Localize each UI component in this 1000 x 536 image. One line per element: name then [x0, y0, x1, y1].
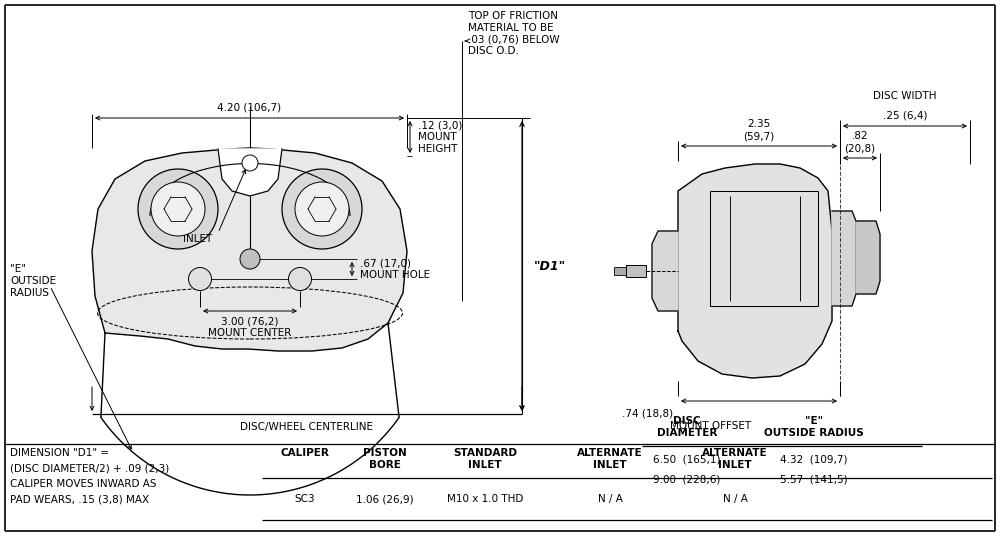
Text: "E"
OUTSIDE
RADIUS: "E" OUTSIDE RADIUS — [10, 264, 56, 297]
Text: ALTERNATE
INLET: ALTERNATE INLET — [577, 448, 643, 470]
Polygon shape — [218, 149, 282, 196]
Circle shape — [151, 182, 205, 236]
Text: INLET: INLET — [183, 234, 212, 244]
Bar — [614, 267, 626, 275]
Text: CALIPER MOVES INWARD AS: CALIPER MOVES INWARD AS — [10, 479, 156, 489]
Text: "D1": "D1" — [534, 259, 566, 272]
Text: ALTERNATE
INLET: ALTERNATE INLET — [702, 448, 768, 470]
Circle shape — [282, 169, 362, 249]
Text: DIMENSION "D1" =: DIMENSION "D1" = — [10, 448, 109, 458]
Polygon shape — [832, 211, 856, 306]
Text: DISC
DIAMETER: DISC DIAMETER — [657, 416, 717, 437]
Text: 4.20 (106,7): 4.20 (106,7) — [217, 102, 282, 112]
Text: 1.06 (26,9): 1.06 (26,9) — [356, 494, 414, 504]
Text: 3.00 (76,2): 3.00 (76,2) — [221, 317, 279, 327]
Text: .74 (18,8): .74 (18,8) — [622, 408, 673, 418]
Text: .12 (3,0)
MOUNT
HEIGHT: .12 (3,0) MOUNT HEIGHT — [418, 121, 462, 154]
Text: M10 x 1.0 THD: M10 x 1.0 THD — [447, 494, 523, 504]
Bar — [626, 265, 646, 277]
Polygon shape — [678, 164, 832, 378]
Text: .82
(20,8): .82 (20,8) — [844, 131, 876, 153]
Text: 6.50  (165,1): 6.50 (165,1) — [653, 454, 721, 464]
Text: .67 (17,0)
MOUNT HOLE: .67 (17,0) MOUNT HOLE — [360, 258, 430, 280]
Text: SC3: SC3 — [295, 494, 315, 504]
Text: MOUNT OFFSET: MOUNT OFFSET — [670, 421, 751, 431]
Circle shape — [188, 267, 212, 291]
Circle shape — [242, 155, 258, 171]
Polygon shape — [92, 148, 407, 351]
Text: CALIPER: CALIPER — [281, 448, 329, 458]
Text: .25 (6,4): .25 (6,4) — [883, 110, 927, 120]
Polygon shape — [856, 221, 880, 294]
Text: DISC/WHEEL CENTERLINE: DISC/WHEEL CENTERLINE — [240, 422, 374, 432]
Text: (DISC DIAMETER/2) + .09 (2,3): (DISC DIAMETER/2) + .09 (2,3) — [10, 464, 169, 473]
Text: STANDARD
INLET: STANDARD INLET — [453, 448, 517, 470]
Text: 2.35
(59,7): 2.35 (59,7) — [743, 120, 775, 141]
Text: DISC WIDTH: DISC WIDTH — [873, 91, 937, 101]
Text: N / A: N / A — [598, 494, 622, 504]
Text: TOP OF FRICTION
MATERIAL TO BE
.03 (0,76) BELOW
DISC O.D.: TOP OF FRICTION MATERIAL TO BE .03 (0,76… — [468, 11, 560, 56]
Text: MOUNT CENTER: MOUNT CENTER — [208, 328, 292, 338]
Text: PAD WEARS, .15 (3,8) MAX: PAD WEARS, .15 (3,8) MAX — [10, 495, 149, 504]
Text: N / A: N / A — [723, 494, 747, 504]
Text: 9.00  (228,6): 9.00 (228,6) — [653, 474, 721, 484]
Text: 4.32  (109,7): 4.32 (109,7) — [780, 454, 848, 464]
Circle shape — [295, 182, 349, 236]
Circle shape — [240, 249, 260, 269]
Polygon shape — [652, 231, 678, 311]
Text: 5.57  (141,5): 5.57 (141,5) — [780, 474, 848, 484]
Circle shape — [288, 267, 312, 291]
Text: PISTON
BORE: PISTON BORE — [363, 448, 407, 470]
Text: "E"
OUTSIDE RADIUS: "E" OUTSIDE RADIUS — [764, 416, 864, 437]
Circle shape — [138, 169, 218, 249]
